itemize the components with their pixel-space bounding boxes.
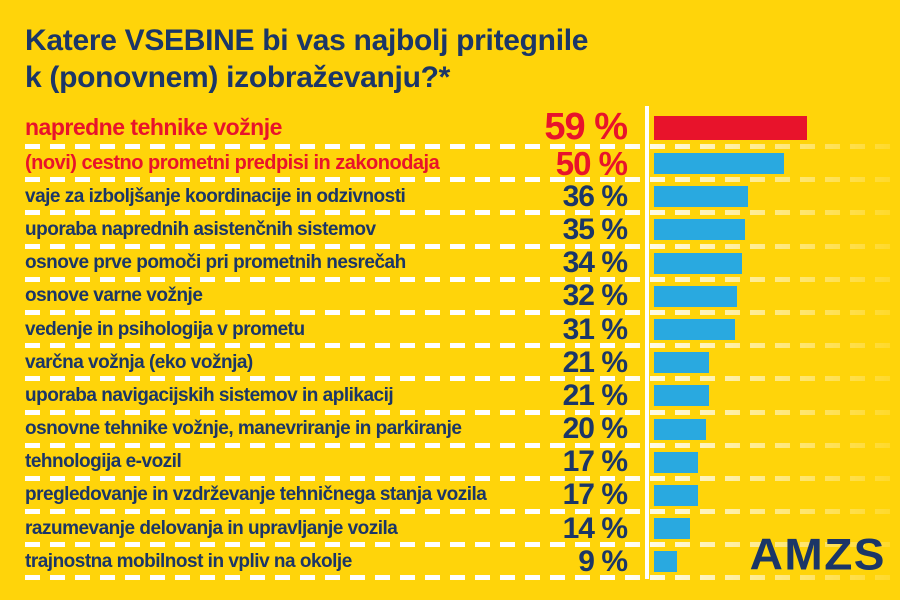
row-bar bbox=[654, 219, 745, 241]
row-bar-area bbox=[645, 313, 888, 346]
row-label: vaje za izboljšanje koordinacije in odzi… bbox=[25, 185, 406, 207]
page-title-line1: Katere VSEBINE bi vas najbolj pritegnile bbox=[25, 24, 589, 57]
row-label: vedenje in psihologija v prometu bbox=[25, 318, 305, 340]
chart-row: vaje za izboljšanje koordinacije in odzi… bbox=[25, 179, 896, 216]
row-label: osnovne tehnike vožnje, manevriranje in … bbox=[25, 418, 462, 440]
row-value: 21 % bbox=[562, 345, 628, 379]
chart-row: napredne tehnike vožnje 59 % bbox=[25, 106, 896, 149]
chart-row: osnove varne vožnje 32 % bbox=[25, 279, 896, 315]
row-divider bbox=[25, 144, 896, 149]
row-bar-area bbox=[645, 413, 888, 446]
row-bar bbox=[654, 451, 699, 473]
row-label: trajnostna mobilnost in vpliv na okolje bbox=[25, 550, 352, 572]
row-bar-area bbox=[645, 479, 888, 512]
row-value: 32 % bbox=[562, 279, 628, 313]
page-title: Katere VSEBINE bi vas najbolj pritegnile… bbox=[25, 22, 725, 96]
chart-rows: napredne tehnike vožnje 59 % (novi) cestno… bbox=[25, 106, 896, 581]
row-bar bbox=[654, 186, 748, 208]
row-divider bbox=[25, 276, 896, 282]
row-divider bbox=[25, 575, 896, 581]
row-bar-area bbox=[645, 379, 888, 412]
row-divider bbox=[25, 409, 896, 415]
chart-row: osnovne tehnike vožnje, manevriranje in … bbox=[25, 412, 896, 448]
row-value: 17 % bbox=[562, 445, 628, 479]
row-bar bbox=[654, 252, 743, 274]
chart-row: uporaba naprednih asistenčnih sistemov 35… bbox=[25, 212, 896, 249]
row-bar bbox=[654, 115, 808, 140]
row-divider bbox=[25, 177, 896, 183]
page-title-line2: k (ponovnem) izobraževanju?* bbox=[25, 61, 450, 94]
amzs-logo: AMZS bbox=[749, 529, 886, 579]
row-bar bbox=[654, 418, 706, 440]
row-bar-area bbox=[645, 108, 888, 147]
row-bar bbox=[654, 153, 784, 175]
row-divider bbox=[25, 542, 896, 548]
row-bar-area bbox=[645, 545, 888, 578]
row-bar-area bbox=[645, 446, 888, 479]
row-divider bbox=[25, 442, 896, 448]
row-divider bbox=[25, 309, 896, 315]
row-value: 34 % bbox=[562, 246, 628, 280]
row-label: razumevanje delovanja in upravljanje voz… bbox=[25, 517, 398, 539]
chart-row: uporaba navigacijskih sistemov in aplika… bbox=[25, 378, 896, 415]
row-value: 31 % bbox=[562, 312, 628, 346]
row-divider bbox=[25, 475, 896, 481]
row-bar bbox=[654, 551, 678, 573]
row-value: 9 % bbox=[578, 544, 628, 578]
row-value: 17 % bbox=[562, 478, 628, 512]
row-value: 35 % bbox=[562, 212, 628, 246]
row-label: pregledovanje in vzdrževanje tehničnega … bbox=[25, 484, 487, 506]
row-value: 50 % bbox=[555, 144, 628, 182]
row-label: napredne tehnike vožnje bbox=[25, 114, 282, 140]
row-label: uporaba navigacijskih sistemov in aplika… bbox=[25, 384, 394, 406]
row-value: 36 % bbox=[562, 179, 628, 213]
row-value: 21 % bbox=[562, 378, 628, 412]
chart-row: trajnostna mobilnost in vpliv na okolje 9… bbox=[25, 544, 896, 581]
row-bar-area bbox=[645, 512, 888, 545]
row-bar-area bbox=[645, 180, 888, 213]
row-bar bbox=[654, 319, 735, 341]
chart-row: osnove prve pomoči pri prometnih nesreča… bbox=[25, 246, 896, 282]
row-value: 59 % bbox=[544, 106, 628, 148]
row-bar-area bbox=[645, 213, 888, 246]
chart-row: varčna vožnja (eko vožnja) 21 % bbox=[25, 345, 896, 382]
row-bar bbox=[654, 285, 738, 307]
row-divider bbox=[25, 376, 896, 382]
axis-line bbox=[645, 106, 649, 579]
row-label: osnove varne vožnje bbox=[25, 285, 203, 307]
row-label: uporaba naprednih asistenčnih sistemov bbox=[25, 218, 376, 240]
row-bar bbox=[654, 484, 699, 506]
row-label: tehnologija e-vozil bbox=[25, 451, 182, 473]
row-divider bbox=[25, 210, 896, 216]
row-bar-area bbox=[645, 346, 888, 379]
chart-row: tehnologija e-vozil 17 % bbox=[25, 445, 896, 481]
row-label: osnove prve pomoči pri prometnih nesreča… bbox=[25, 252, 406, 274]
row-value: 14 % bbox=[562, 511, 628, 545]
row-bar-area bbox=[645, 280, 888, 313]
row-label: varčna vožnja (eko vožnja) bbox=[25, 351, 253, 373]
row-bar-area bbox=[645, 247, 888, 280]
row-divider bbox=[25, 243, 896, 249]
row-label: (novi) cestno prometni predpisi in zakon… bbox=[25, 152, 440, 175]
chart-row: pregledovanje in vzdrževanje tehničnega … bbox=[25, 478, 896, 515]
chart-row: (novi) cestno prometni predpisi in zakon… bbox=[25, 144, 896, 183]
row-bar bbox=[654, 385, 709, 407]
chart-row: razumevanje delovanja in upravljanje voz… bbox=[25, 511, 896, 548]
row-divider bbox=[25, 509, 896, 515]
row-divider bbox=[25, 343, 896, 349]
row-bar bbox=[654, 518, 691, 540]
row-bar bbox=[654, 352, 709, 374]
row-bar-area bbox=[645, 147, 888, 180]
chart-row: vedenje in psihologija v prometu 31 % bbox=[25, 312, 896, 349]
row-value: 20 % bbox=[562, 412, 628, 446]
